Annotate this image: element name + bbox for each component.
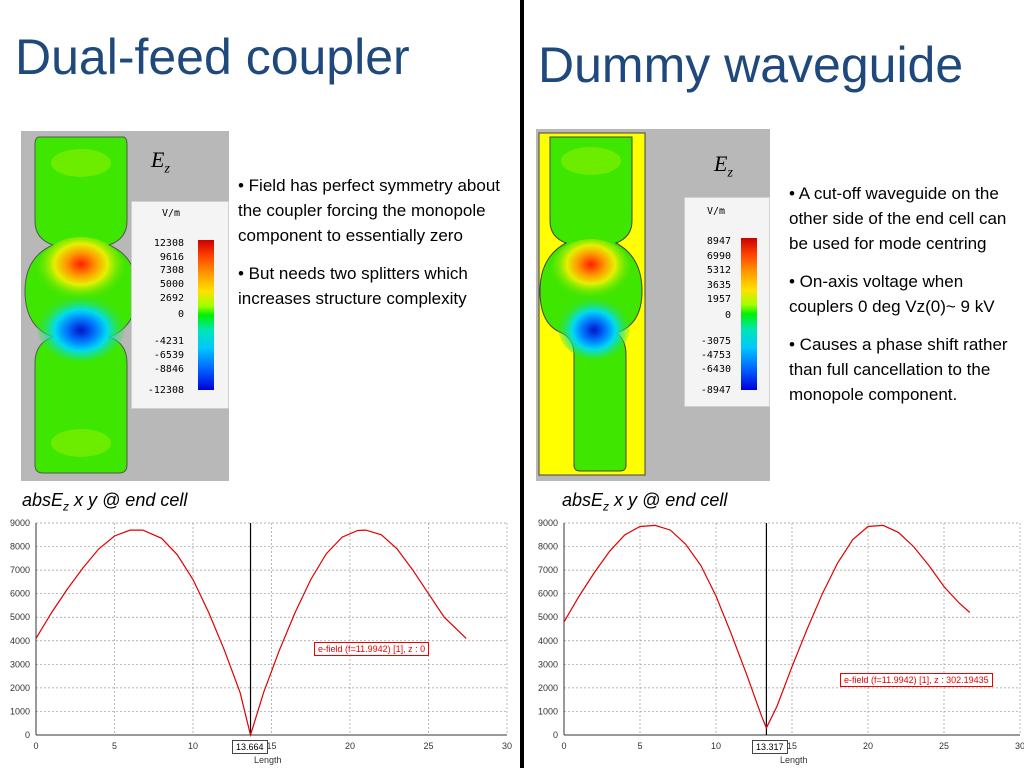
legend-value: -6539 [153,350,184,361]
left-field-map [24,136,138,474]
center-divider [520,0,524,768]
y-tick-label: 2000 [538,683,558,693]
y-tick-label: 9000 [10,518,30,528]
left-field-simulation: Ez V/m 12308 9616 7308 5000 2692 0 -4231… [21,131,229,481]
right-field-map [538,132,646,476]
y-tick-label: 3000 [10,659,30,669]
right-plot-annotation: e-field (f=11.9942) [1], z : 302.19435 [840,673,993,687]
series-line [35,529,467,738]
left-ez-label: Ez [151,147,170,177]
right-color-legend: V/m 8947 6990 5312 3635 1957 0 -3075 -47… [684,197,770,407]
right-cursor-value[interactable]: 13.317 [752,740,788,754]
left-cursor-value[interactable]: 13.664 [232,740,268,754]
legend-value: -12308 [147,385,184,396]
legend-value: 0 [724,310,731,321]
left-line-chart: 0 1000 2000 3000 4000 5000 6000 7000 8000 9000 0 5 1… [0,516,520,768]
legend-value: 12308 [153,238,184,249]
legend-value: 6990 [706,251,731,262]
x-tick-label: 20 [863,741,873,751]
legend-value: 3635 [706,280,731,291]
left-legend-unit: V/m [162,208,181,219]
legend-value: 7308 [159,265,184,276]
y-tick-label: 8000 [10,542,30,552]
bullet-item: • Field has perfect symmetry about the c… [238,176,500,245]
left-plot-title: absEz x y @ end cell [22,490,188,514]
x-tick-label: 25 [423,741,433,751]
y-tick-label: 7000 [538,565,558,575]
x-tick-label: 10 [711,741,721,751]
left-plot-annotation: e-field (f=11.9942) [1], z : 0 [314,642,430,656]
y-tick-label: 6000 [538,589,558,599]
bullet-item: • On-axis voltage when couplers 0 deg Vz… [789,272,995,316]
x-tick-label: 0 [33,741,38,751]
y-tick-label: 9000 [538,518,558,528]
x-tick-label: 15 [266,741,276,751]
x-tick-label: 0 [561,741,566,751]
legend-value: 5312 [706,265,731,276]
legend-value: -8846 [153,364,184,375]
left-bullet-list: • Field has perfect symmetry about the c… [238,173,513,324]
x-tick-label: 5 [637,741,642,751]
right-line-chart: 0 1000 2000 3000 4000 5000 6000 7000 8000 9000 0 5 1… [524,516,1024,768]
y-tick-label: 1000 [538,706,558,716]
right-legend-unit: V/m [707,206,726,217]
y-tick-label: 3000 [538,659,558,669]
right-field-simulation: Ez V/m 8947 6990 5312 3635 1957 0 -3075 … [536,129,770,481]
bullet-item: • Causes a phase shift rather than full … [789,335,1008,404]
x-tick-label: 10 [188,741,198,751]
left-colorbar [198,240,214,390]
right-colorbar [741,238,757,390]
legend-value: 1957 [706,294,731,305]
right-x-axis-label: Length [780,755,808,765]
y-tick-label: 5000 [10,612,30,622]
x-tick-label: 15 [787,741,797,751]
x-tick-label: 5 [112,741,117,751]
right-title: Dummy waveguide [538,37,964,93]
legend-value: -4231 [153,336,184,347]
y-tick-label: 4000 [538,636,558,646]
y-tick-label: 1000 [10,706,30,716]
legend-value: -4753 [700,350,731,361]
x-tick-label: 30 [1015,741,1024,751]
legend-value: 9616 [159,252,184,263]
legend-value: 8947 [706,236,731,247]
x-tick-label: 25 [939,741,949,751]
x-tick-label: 20 [345,741,355,751]
legend-value: -6430 [700,364,731,375]
left-color-legend: V/m 12308 9616 7308 5000 2692 0 -4231 -6… [131,201,229,409]
legend-value: 2692 [159,293,184,304]
bullet-item: • But needs two splitters which increase… [238,264,468,308]
y-tick-label: 5000 [538,612,558,622]
legend-value: 0 [177,309,184,320]
y-tick-label: 4000 [10,636,30,646]
right-ez-label: Ez [714,151,733,181]
left-x-axis-label: Length [254,755,282,765]
left-title: Dual-feed coupler [15,29,410,85]
y-tick-label: 0 [553,730,558,740]
chart-svg: 0 1000 2000 3000 4000 5000 6000 7000 8000 9000 0 5 1… [10,518,512,751]
y-tick-label: 6000 [10,589,30,599]
legend-value: -8947 [700,385,731,396]
right-bullet-list: • A cut-off waveguide on the other side … [789,181,1021,420]
y-tick-label: 7000 [10,565,30,575]
x-tick-label: 30 [502,741,512,751]
y-tick-label: 2000 [10,683,30,693]
right-plot-title: absEz x y @ end cell [562,490,728,514]
chart-svg: 0 1000 2000 3000 4000 5000 6000 7000 8000 9000 0 5 1… [538,518,1024,751]
bullet-item: • A cut-off waveguide on the other side … [789,184,1007,253]
y-tick-label: 8000 [538,542,558,552]
legend-value: -3075 [700,336,731,347]
y-tick-label: 0 [25,730,30,740]
series-line [563,524,971,730]
legend-value: 5000 [159,279,184,290]
